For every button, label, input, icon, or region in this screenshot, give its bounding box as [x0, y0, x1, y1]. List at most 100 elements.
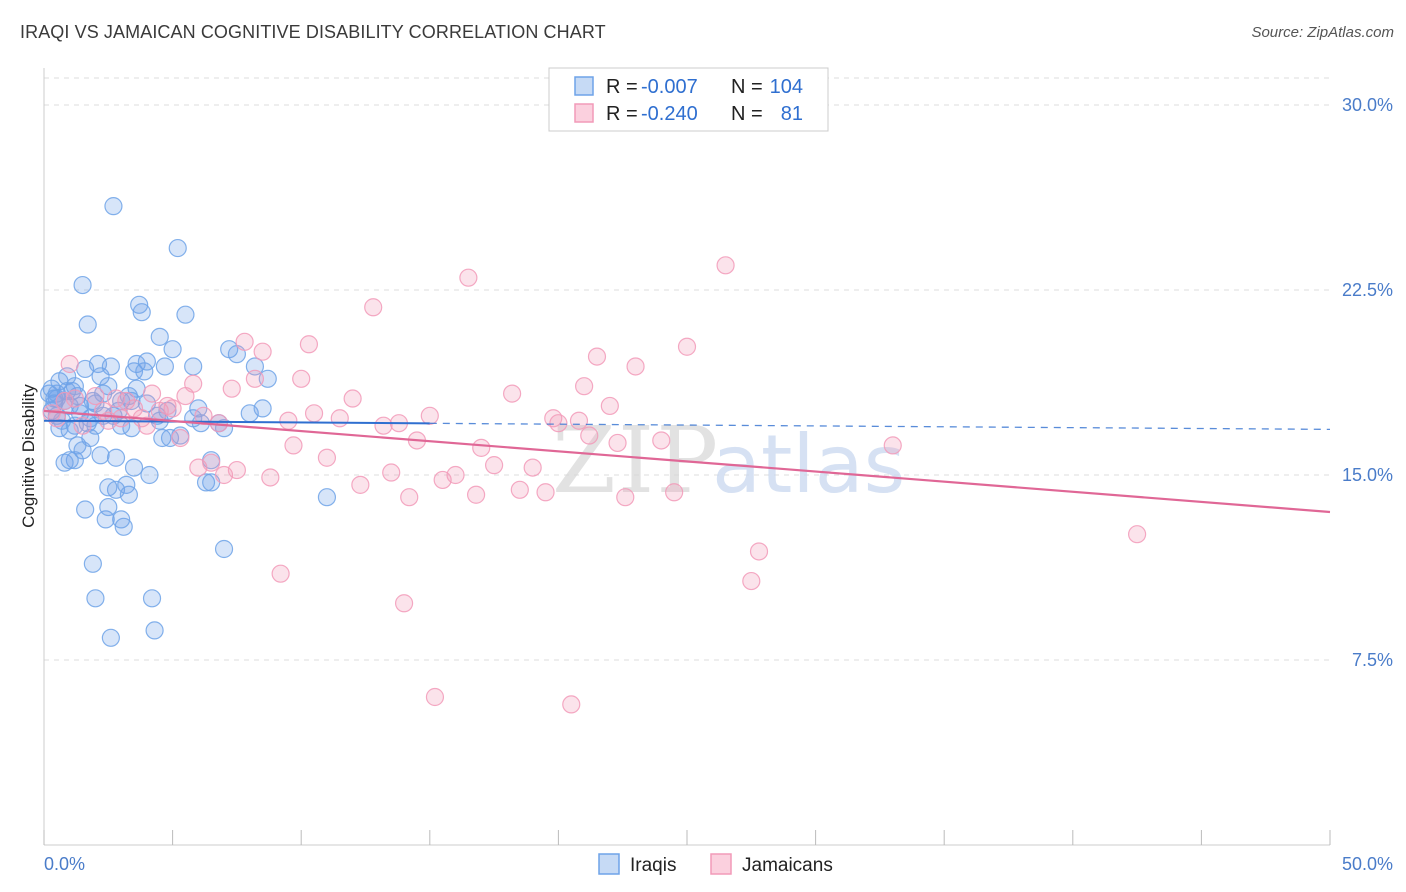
tick-labels: 7.5% 15.0% 22.5% 30.0% 0.0% 50.0% — [44, 95, 1393, 874]
jamaican-point — [343, 389, 362, 408]
iraqi-point — [76, 500, 95, 519]
iraqi-point — [119, 485, 138, 504]
jamaican-point — [222, 379, 241, 398]
jamaican-point — [60, 354, 79, 374]
legend-jamaican-swatch — [574, 103, 594, 123]
jamaican-point — [742, 571, 761, 591]
jamaican-point — [394, 594, 414, 613]
iraqi-point — [78, 315, 97, 334]
jamaican-point — [292, 369, 311, 388]
source-attribution: Source: ZipAtlas.com — [1251, 24, 1394, 41]
jamaican-point — [749, 542, 769, 561]
iraqi-point — [150, 327, 169, 346]
jamaican-point — [304, 404, 324, 423]
jamaican-point — [47, 409, 66, 428]
x-tick-label: 50.0% — [1342, 854, 1393, 874]
jamaican-point — [374, 416, 393, 435]
jamaican-point — [65, 389, 84, 408]
iraqi-point — [317, 488, 337, 507]
jamaican-point — [523, 458, 542, 477]
jamaican-point — [261, 468, 280, 487]
watermark: ZIP atlas — [552, 407, 905, 514]
bottom-legend-iraqi-swatch — [598, 853, 620, 875]
jamaican-point — [1127, 525, 1147, 544]
iraqi-point — [99, 478, 118, 497]
jamaican-point — [163, 399, 182, 418]
jamaican-point — [171, 428, 190, 448]
legend-iraqi-n-label: N = — [731, 76, 763, 98]
axes — [43, 68, 1331, 846]
iraqi-point — [140, 465, 159, 485]
jamaican-point — [459, 268, 478, 287]
iraqi-point — [163, 340, 182, 359]
iraqi-point — [245, 357, 265, 376]
iraqi-point — [214, 539, 234, 559]
bottom-legend-iraqi-label: Iraqis — [630, 855, 676, 876]
iraqi-point — [168, 238, 187, 258]
legend-jamaican-n-label: N = — [731, 103, 763, 125]
jamaican-point — [117, 391, 136, 411]
jamaican-point — [184, 374, 203, 393]
y-tick-label: 22.5% — [1342, 280, 1393, 300]
iraqi-point — [176, 305, 195, 324]
y-tick-label: 15.0% — [1342, 465, 1393, 485]
jamaican-point — [616, 488, 635, 507]
jamaican-point — [420, 406, 439, 425]
iraqi-point — [124, 362, 144, 381]
iraqi-point — [83, 554, 102, 573]
iraqi-point — [153, 428, 172, 448]
iraqi-point — [73, 275, 92, 295]
jamaican-point — [485, 456, 504, 475]
jamaican-point — [587, 347, 607, 366]
grid-lines — [44, 77, 1330, 661]
jamaican-trend-line — [43, 409, 1331, 514]
jamaican-point — [227, 460, 246, 480]
iraqi-point — [155, 357, 174, 376]
iraqi-point — [132, 303, 151, 322]
jamaican-point — [425, 687, 445, 707]
jamaican-point — [400, 488, 419, 507]
iraqi-point — [145, 621, 164, 640]
jamaican-point — [202, 453, 221, 472]
iraqi-point — [101, 357, 120, 376]
x-tick-label: 0.0% — [44, 854, 85, 874]
legend-iraqi-r-value: -0.007 — [641, 76, 698, 98]
jamaican-point — [626, 357, 645, 376]
iraqi-point — [65, 451, 84, 470]
jamaican-point — [317, 448, 337, 467]
y-tick-label: 30.0% — [1342, 95, 1393, 115]
stats-legend: R = -0.007 N = 104 R = -0.240 N = 81 — [548, 67, 829, 132]
jamaican-point — [279, 411, 298, 430]
iraqi-point — [196, 473, 216, 492]
jamaican-point — [652, 431, 671, 450]
iraqi-point — [86, 589, 105, 608]
jamaican-point — [446, 465, 465, 485]
iraqi-point — [91, 446, 110, 465]
jamaican-point — [510, 480, 529, 499]
iraqi-point — [258, 369, 277, 388]
jamaican-point — [536, 483, 555, 502]
jamaican-point — [549, 414, 568, 433]
y-tick-label: 7.5% — [1352, 650, 1393, 670]
jamaican-point — [600, 396, 619, 416]
jamaican-point — [665, 483, 684, 502]
jamaican-point — [503, 384, 522, 403]
jamaican-point — [608, 433, 627, 453]
jamaican-point — [284, 436, 303, 455]
jamaican-point — [716, 256, 735, 275]
trend-lines — [43, 409, 1331, 514]
iraqi-point — [114, 517, 133, 536]
iraqi-point — [160, 428, 180, 448]
jamaican-point — [235, 332, 254, 351]
iraqi-point — [253, 399, 272, 418]
legend-iraqi-r-label: R = — [606, 76, 638, 98]
jamaican-point — [142, 384, 162, 403]
jamaican-point — [351, 475, 370, 494]
legend-jamaican-r-label: R = — [606, 103, 638, 125]
iraqi-point — [63, 382, 82, 401]
iraqi-point — [60, 451, 79, 470]
series-legend: Iraqis Jamaicans — [598, 853, 833, 876]
jamaican-point — [86, 386, 105, 406]
jamaican-point — [42, 404, 61, 423]
jamaican-point — [569, 411, 589, 430]
